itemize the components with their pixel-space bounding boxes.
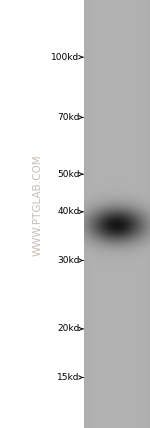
Bar [93, 0, 94, 428]
Bar [125, 0, 126, 428]
Bar [116, 0, 117, 428]
Bar [108, 0, 109, 428]
Bar [140, 0, 141, 428]
Bar [106, 0, 107, 428]
Bar [138, 0, 139, 428]
Bar [134, 0, 135, 428]
Bar [132, 0, 134, 428]
Bar [136, 0, 137, 428]
Bar [85, 0, 86, 428]
Bar [131, 0, 132, 428]
Bar [88, 0, 90, 428]
Bar [149, 0, 150, 428]
Bar [92, 0, 93, 428]
Bar [84, 0, 85, 428]
Bar [95, 0, 96, 428]
Bar [142, 0, 143, 428]
Bar [129, 0, 130, 428]
Bar [110, 0, 111, 428]
Text: 70kd: 70kd [57, 113, 80, 122]
Bar [130, 0, 131, 428]
Text: 20kd: 20kd [57, 324, 80, 333]
Text: 100kd: 100kd [51, 53, 80, 62]
Bar [127, 0, 128, 428]
Bar [120, 0, 121, 428]
Bar [135, 0, 136, 428]
Bar [139, 0, 140, 428]
Bar [97, 0, 98, 428]
Bar [144, 0, 146, 428]
Bar [109, 0, 110, 428]
Bar [96, 0, 97, 428]
Bar [121, 0, 123, 428]
Bar [90, 0, 91, 428]
Text: WWW.PTGLAB.COM: WWW.PTGLAB.COM [33, 155, 42, 256]
Bar [104, 0, 105, 428]
Bar [118, 0, 119, 428]
Bar [103, 0, 104, 428]
Bar [102, 0, 103, 428]
Bar [91, 0, 92, 428]
Bar [128, 0, 129, 428]
Text: 15kd: 15kd [57, 373, 80, 382]
Bar [143, 0, 144, 428]
Bar [94, 0, 95, 428]
Bar [87, 0, 88, 428]
Bar [123, 0, 124, 428]
Bar [105, 0, 106, 428]
Bar [100, 0, 102, 428]
Bar [119, 0, 120, 428]
Bar [114, 0, 115, 428]
Bar [113, 0, 114, 428]
Text: 50kd: 50kd [57, 169, 80, 178]
Bar [141, 0, 142, 428]
Bar [124, 0, 125, 428]
Bar [146, 0, 147, 428]
Bar [107, 0, 108, 428]
Bar [148, 0, 149, 428]
Bar [147, 0, 148, 428]
Bar [126, 0, 127, 428]
Bar [117, 0, 118, 428]
Bar [98, 0, 99, 428]
Text: 40kd: 40kd [57, 207, 80, 217]
Bar [99, 0, 100, 428]
Text: 30kd: 30kd [57, 256, 80, 265]
Bar [86, 0, 87, 428]
Bar [137, 0, 138, 428]
Bar [115, 0, 116, 428]
Bar [111, 0, 113, 428]
